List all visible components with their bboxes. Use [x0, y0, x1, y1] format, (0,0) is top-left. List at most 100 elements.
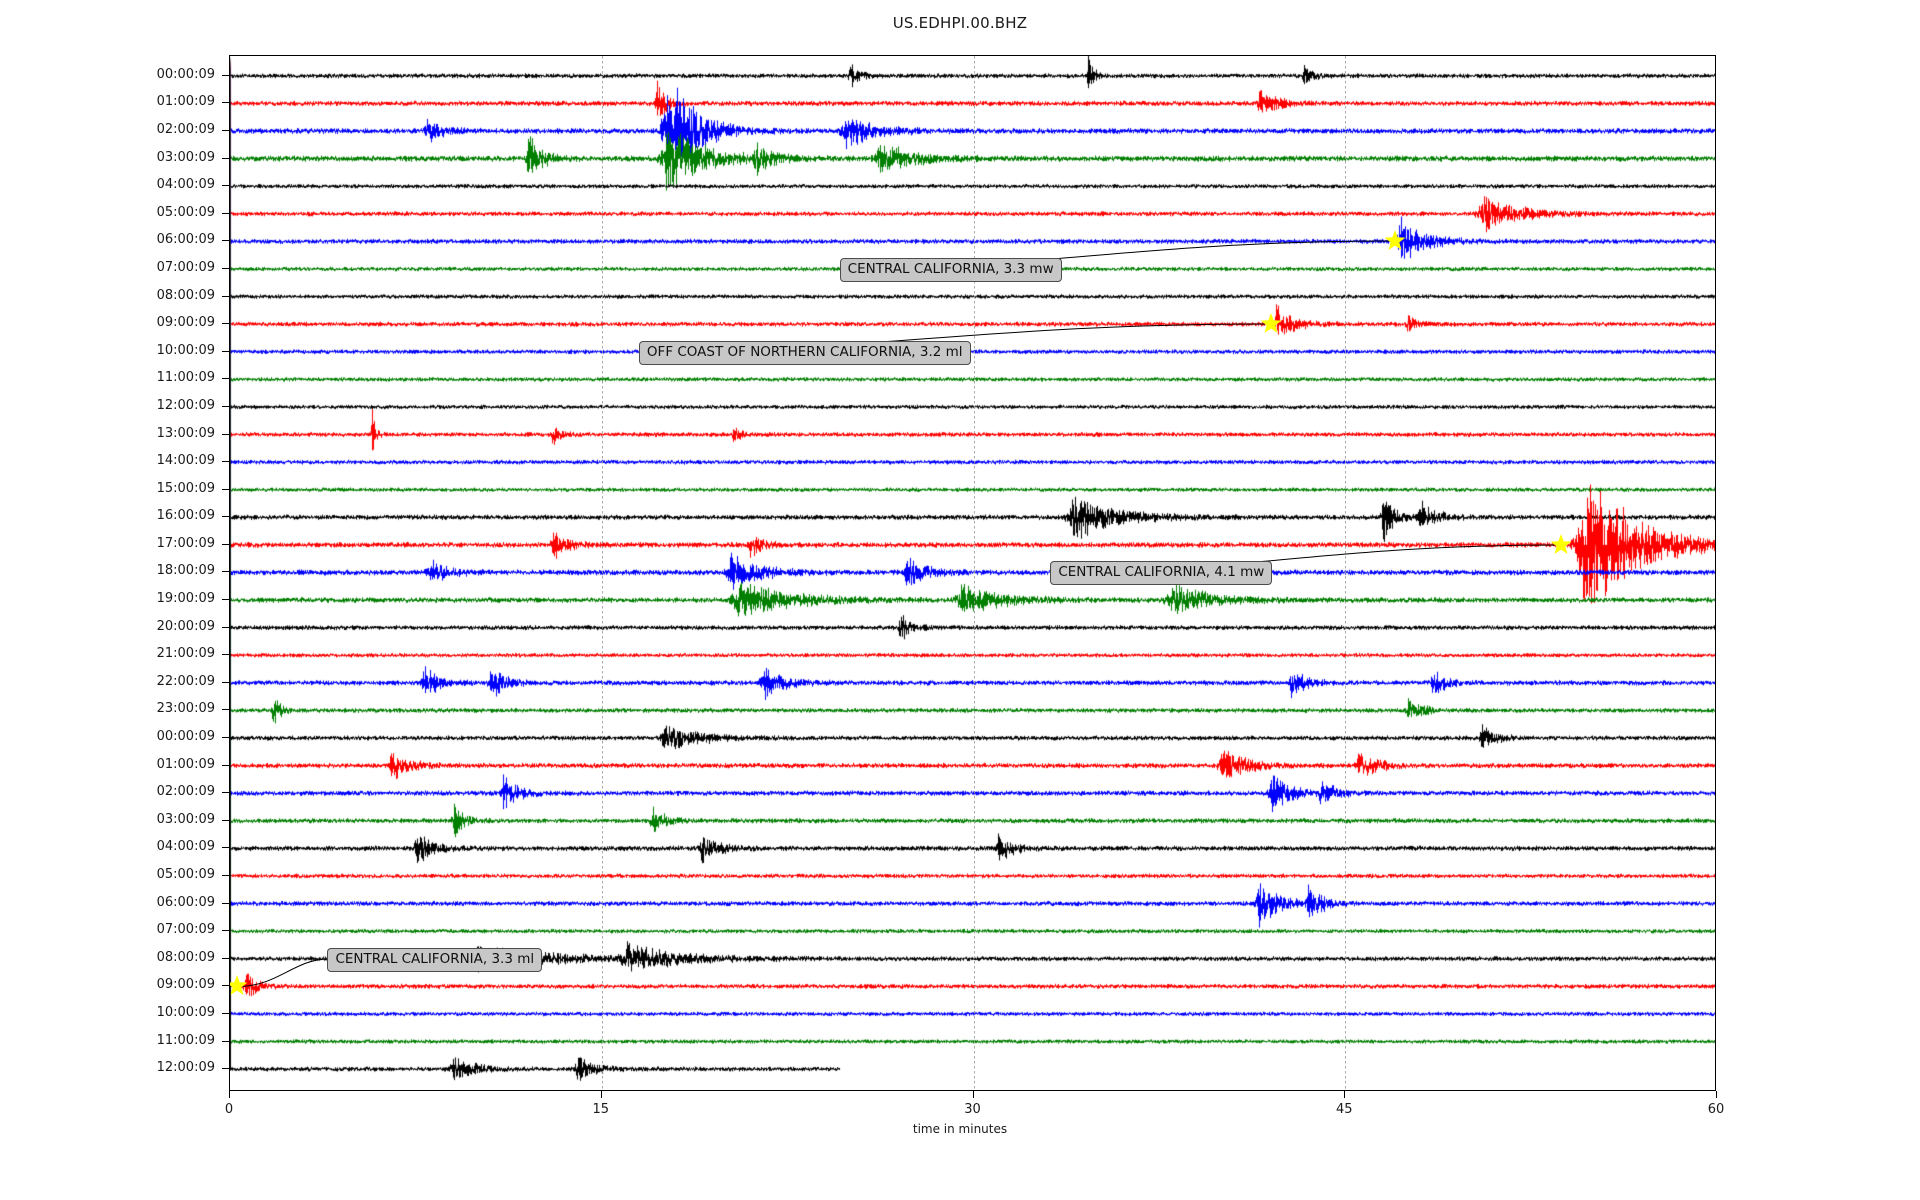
- y-axis-tick-label: 08:00:09: [156, 949, 215, 965]
- y-axis-tick: [222, 571, 229, 572]
- y-axis-tick-label: 10:00:09: [156, 342, 215, 358]
- y-axis-tick: [222, 434, 229, 435]
- x-axis-tick: [973, 1091, 974, 1098]
- y-axis-tick: [222, 958, 229, 959]
- y-axis-tick: [222, 323, 229, 324]
- y-axis-tick: [222, 682, 229, 683]
- y-axis-tick-label: 05:00:09: [156, 204, 215, 220]
- y-axis-tick-label: 03:00:09: [156, 811, 215, 827]
- y-axis-tick-label: 03:00:09: [156, 149, 215, 165]
- y-axis-tick: [222, 516, 229, 517]
- y-axis-tick-label: 11:00:09: [156, 370, 215, 386]
- y-axis-tick: [222, 378, 229, 379]
- event-star-icon[interactable]: [230, 973, 250, 999]
- y-axis-tick-label: 02:00:09: [156, 784, 215, 800]
- x-axis-tick: [1344, 1091, 1345, 1098]
- y-axis-tick: [222, 1041, 229, 1042]
- y-axis-tick: [222, 406, 229, 407]
- y-axis-tick: [222, 930, 229, 931]
- y-axis-tick-label: 07:00:09: [156, 922, 215, 938]
- y-axis-tick-label: 12:00:09: [156, 1060, 215, 1076]
- y-axis-tick-label: 06:00:09: [156, 894, 215, 910]
- y-axis-tick-label: 13:00:09: [156, 425, 215, 441]
- y-axis-tick-label: 12:00:09: [156, 397, 215, 413]
- y-axis-tick-label: 17:00:09: [156, 535, 215, 551]
- y-axis-tick-label: 10:00:09: [156, 1004, 215, 1020]
- y-axis-tick: [222, 185, 229, 186]
- y-axis-tick: [222, 489, 229, 490]
- x-axis-tick-label: 30: [964, 1102, 981, 1117]
- y-axis-tick: [222, 461, 229, 462]
- y-axis-tick-label: 15:00:09: [156, 480, 215, 496]
- x-axis-tick-label: 60: [1707, 1102, 1725, 1117]
- grid-line-30: [974, 56, 975, 1090]
- y-axis-tick-label: 02:00:09: [156, 122, 215, 138]
- y-axis-tick: [222, 158, 229, 159]
- y-axis-tick: [222, 765, 229, 766]
- x-axis-tick: [1716, 1091, 1717, 1098]
- y-axis-tick: [222, 985, 229, 986]
- x-axis-tick-label: 0: [224, 1102, 234, 1117]
- x-axis-tick-label: 15: [592, 1102, 610, 1117]
- y-axis-tick-label: 14:00:09: [156, 453, 215, 469]
- event-label-2[interactable]: OFF COAST OF NORTHERN CALIFORNIA, 3.2 ml: [638, 340, 971, 365]
- x-axis-tick-label: 45: [1335, 1102, 1353, 1117]
- x-axis-tick: [229, 1091, 230, 1098]
- grid-line-45: [1345, 56, 1346, 1090]
- y-axis-tick: [222, 130, 229, 131]
- helicorder-plot-area: CENTRAL CALIFORNIA, 3.3 mw OFF COAST OF N…: [229, 55, 1716, 1091]
- y-axis-tick-label: 00:00:09: [156, 729, 215, 745]
- y-axis-tick-label: 01:00:09: [156, 756, 215, 772]
- y-axis-tick: [222, 1013, 229, 1014]
- y-axis-tick: [222, 240, 229, 241]
- y-axis-tick: [222, 102, 229, 103]
- trace-container: [230, 56, 1715, 1090]
- y-axis-tick-label: 04:00:09: [156, 177, 215, 193]
- y-axis-tick-label: 19:00:09: [156, 591, 215, 607]
- event-label-4[interactable]: CENTRAL CALIFORNIA, 3.3 ml: [327, 947, 543, 972]
- event-label-1[interactable]: CENTRAL CALIFORNIA, 3.3 mw: [839, 257, 1062, 282]
- y-axis-tick-label: 16:00:09: [156, 508, 215, 524]
- waveform-canvas: [230, 56, 1715, 1090]
- y-axis-tick: [222, 1068, 229, 1069]
- page-title: US.EDHPI.00.BHZ: [892, 14, 1028, 32]
- y-axis-tick: [222, 268, 229, 269]
- event-label-3[interactable]: CENTRAL CALIFORNIA, 4.1 mw: [1050, 561, 1273, 586]
- grid-line-15: [602, 56, 603, 1090]
- y-axis-tick-label: 22:00:09: [156, 673, 215, 689]
- y-axis-tick: [222, 296, 229, 297]
- y-axis-tick-label: 04:00:09: [156, 839, 215, 855]
- y-axis-tick-label: 00:00:09: [156, 66, 215, 82]
- y-axis-tick-label: 01:00:09: [156, 94, 215, 110]
- y-axis-tick: [222, 351, 229, 352]
- y-axis-tick-label: 09:00:09: [156, 315, 215, 331]
- y-axis-tick: [222, 792, 229, 793]
- y-axis-tick-label: 05:00:09: [156, 866, 215, 882]
- y-axis-tick-label: 20:00:09: [156, 618, 215, 634]
- x-axis-title: time in minutes: [912, 1122, 1008, 1136]
- annotation-leader-line: [230, 939, 369, 1007]
- y-axis-tick: [222, 875, 229, 876]
- y-axis-tick: [222, 903, 229, 904]
- y-axis-tick-label: 06:00:09: [156, 232, 215, 248]
- y-axis-tick: [222, 75, 229, 76]
- event-star-icon[interactable]: [1258, 311, 1284, 337]
- y-axis-tick-label: 11:00:09: [156, 1032, 215, 1048]
- event-star-icon[interactable]: [1382, 228, 1408, 254]
- x-axis-tick: [601, 1091, 602, 1098]
- y-axis-tick-label: 09:00:09: [156, 977, 215, 993]
- y-axis-tick: [222, 627, 229, 628]
- y-axis-tick-label: 18:00:09: [156, 563, 215, 579]
- y-axis-tick-label: 23:00:09: [156, 701, 215, 717]
- y-axis-tick: [222, 709, 229, 710]
- y-axis-tick-label: 21:00:09: [156, 646, 215, 662]
- event-star-icon[interactable]: [1548, 532, 1574, 558]
- y-axis-tick-label: 07:00:09: [156, 259, 215, 275]
- y-axis-tick: [222, 820, 229, 821]
- y-axis-tick: [222, 737, 229, 738]
- y-axis-tick: [222, 847, 229, 848]
- y-axis-tick: [222, 544, 229, 545]
- y-axis-tick: [222, 599, 229, 600]
- y-axis-tick: [222, 654, 229, 655]
